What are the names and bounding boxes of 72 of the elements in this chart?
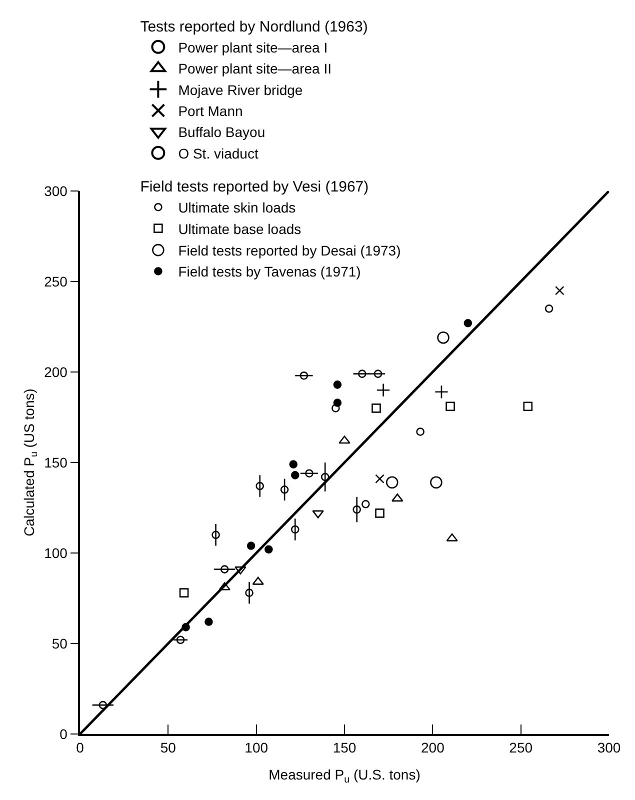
y-tick-label: 250 (44, 273, 68, 290)
point (437, 331, 450, 344)
x-tick-label: 250 (509, 740, 533, 756)
point (312, 510, 324, 518)
point (179, 588, 189, 598)
point (464, 318, 472, 328)
point (376, 383, 390, 398)
point (204, 618, 213, 626)
point (338, 436, 350, 444)
point (333, 380, 342, 389)
point (252, 576, 264, 585)
point (374, 370, 382, 378)
point (434, 384, 448, 399)
legend-label: Field tests reported by Desai (1973) (178, 242, 401, 258)
point (300, 371, 308, 380)
point (352, 505, 361, 514)
x-tick-label: 100 (244, 740, 268, 756)
legend-label: Ultimate base loads (178, 220, 302, 237)
point (320, 472, 330, 482)
legend-label: Ultimate skin loads (178, 200, 296, 216)
point (375, 508, 384, 518)
point (446, 533, 458, 542)
point (554, 286, 564, 296)
point (176, 636, 185, 644)
point (362, 500, 370, 508)
point (256, 482, 264, 490)
point (523, 402, 533, 412)
point (430, 476, 442, 489)
legend-label: Field tests by Tavenas (1971) (178, 264, 361, 280)
point (98, 700, 108, 710)
point (333, 398, 342, 407)
point (372, 404, 381, 413)
point (264, 545, 273, 554)
y-tick-label: 300 (44, 182, 68, 199)
point (289, 460, 298, 468)
x-tick-label: 200 (420, 740, 445, 756)
point (305, 469, 314, 478)
legend-label: Buffalo Bayou (178, 124, 266, 140)
point (245, 588, 254, 597)
legend-title: Tests reported by Nordlund (1963) (140, 18, 368, 36)
point (358, 370, 366, 378)
y-tick-label: 50 (52, 635, 68, 652)
point (280, 486, 289, 494)
point (220, 565, 229, 574)
annotation: Field tests reported by Vesi (1967) (140, 178, 369, 196)
legend-label: O St. viaduct (178, 145, 258, 162)
legend-label: Port Mann (178, 102, 243, 119)
point (212, 530, 220, 540)
x-tick-label: 300 (597, 740, 621, 756)
point (375, 474, 384, 484)
point (416, 428, 424, 436)
x-tick-label: 150 (332, 740, 356, 756)
y-tick-label: 150 (44, 454, 68, 470)
x-axis-title: Measured P$_{u}$ (U.S. tons) (268, 766, 420, 786)
y-tick-label: 100 (44, 544, 68, 561)
y-tick-label: 200 (44, 364, 68, 380)
legend-label: Power plant site—area I (178, 39, 328, 56)
point (246, 542, 256, 550)
point (392, 494, 404, 502)
point (332, 404, 340, 412)
point (290, 525, 300, 534)
point (544, 304, 554, 313)
legend-label: Power plant site—area II (178, 60, 332, 77)
point (234, 566, 246, 574)
legend-label: Mojave River bridge (178, 82, 303, 98)
x-tick-label: 0 (76, 740, 84, 756)
point (218, 582, 230, 590)
y-tick-label: 0 (60, 726, 68, 742)
point (446, 402, 455, 412)
point (386, 476, 398, 489)
point (290, 471, 300, 480)
x-tick-label: 50 (160, 740, 176, 756)
